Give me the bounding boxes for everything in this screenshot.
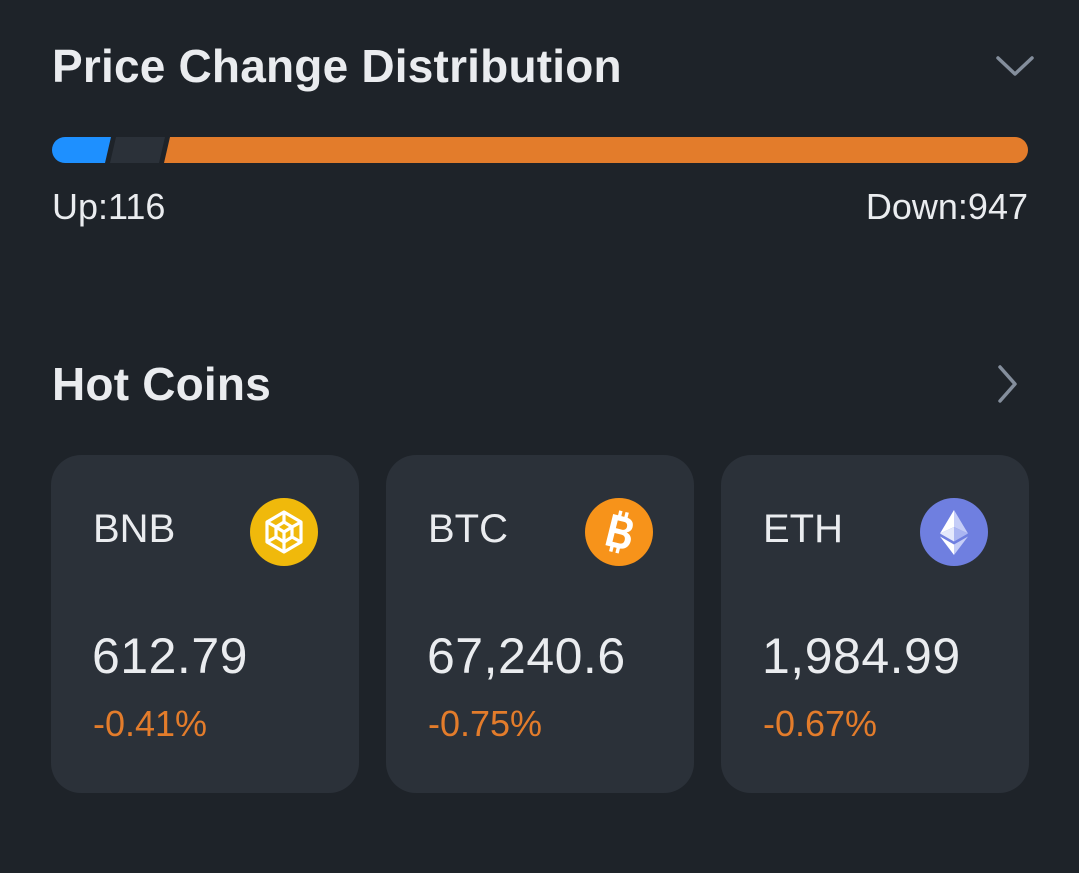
up-count-label: Up:116: [52, 186, 166, 227]
distribution-labels: Up:116 Down:947: [52, 186, 1028, 228]
chevron-right-icon: [998, 365, 1017, 403]
coin-price: 67,240.6: [427, 628, 626, 684]
down-count-label: Down:947: [865, 186, 1028, 227]
coin-symbol: ETH: [763, 507, 843, 551]
coin-change: -0.41%: [93, 703, 208, 744]
hot-coins-title: Hot Coins: [52, 358, 271, 410]
collapse-button[interactable]: [993, 44, 1037, 88]
chevron-down-icon: [996, 56, 1034, 76]
down-segment: [164, 137, 1028, 163]
coin-card-eth[interactable]: ETH 1,984.99 -0.67%: [721, 455, 1029, 793]
eth-logo-icon: [920, 498, 988, 566]
more-button[interactable]: [985, 362, 1029, 406]
hot-coins-header[interactable]: Hot Coins: [52, 354, 1027, 414]
bnb-logo-icon: [250, 498, 318, 566]
coin-card-btc[interactable]: BTC 67,240.6 -0.75%: [386, 455, 694, 793]
price-change-distribution-header: Price Change Distribution: [52, 36, 1034, 96]
btc-logo-icon: [585, 498, 653, 566]
distribution-bar: [52, 137, 1028, 163]
price-change-distribution-title: Price Change Distribution: [52, 40, 622, 92]
hot-coins-list: BNB 612.79 -0.41% BTC: [51, 455, 1029, 793]
coin-price: 612.79: [92, 628, 248, 684]
coin-symbol: BNB: [93, 507, 176, 551]
coin-change: -0.67%: [763, 703, 878, 744]
up-segment: [52, 137, 111, 163]
coin-change: -0.75%: [428, 703, 543, 744]
coin-price: 1,984.99: [762, 628, 961, 684]
coin-card-bnb[interactable]: BNB 612.79 -0.41%: [51, 455, 359, 793]
neutral-segment: [110, 137, 165, 163]
coin-symbol: BTC: [428, 507, 508, 551]
